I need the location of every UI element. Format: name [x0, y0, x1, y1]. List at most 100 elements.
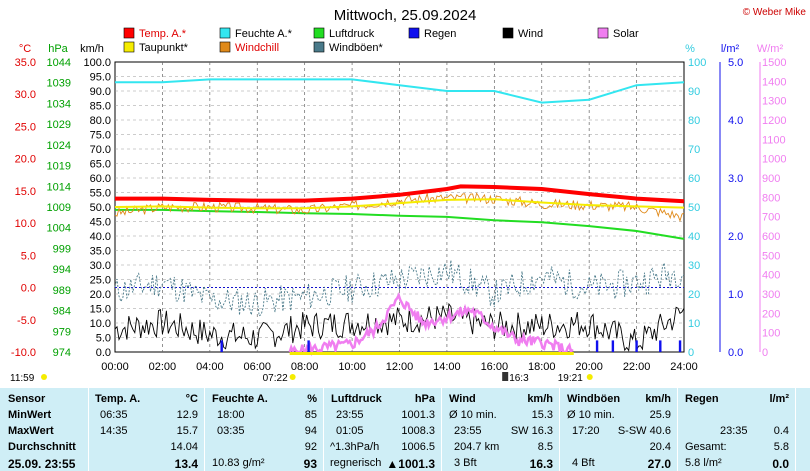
series-line-windboen — [114, 260, 685, 317]
stat-cell: 3 Bft — [454, 457, 477, 469]
stat-cell: °C — [185, 393, 198, 405]
axis-ticks: 35.0 30.0 25.0 20.0 15.0 10.0 5.0 0.0 -5.0 -10.0 1… — [11, 57, 787, 373]
stat-cell: 16.3 — [529, 457, 553, 471]
kmh-tick-label: 65.0 — [90, 159, 111, 171]
time-tick-label: 04:00 — [196, 361, 224, 373]
stats-row: 10.83 g/m² 93 — [205, 457, 323, 471]
stat-cell: 204.7 km — [454, 441, 500, 453]
stat-cell: 23:55 — [336, 409, 364, 421]
stats-row: 03:35 94 — [205, 425, 323, 439]
stat-cell: 25.9 — [649, 409, 671, 421]
hpa-tick-label: 1009 — [47, 202, 71, 214]
sunset-label: 19:21 — [558, 373, 583, 384]
stat-cell: 5.8 — [773, 441, 789, 453]
stat-cell: 23:35 — [720, 425, 748, 437]
legend-swatch-windboen — [313, 41, 325, 53]
stats-row: Durchschnitt — [0, 441, 88, 455]
pct-tick-label: 50 — [688, 202, 700, 214]
legend-label-wind: Wind — [518, 28, 543, 40]
solar-tick-label: 300 — [762, 289, 780, 301]
stat-cell: Ø 10 min. — [567, 409, 615, 421]
stats-divider — [88, 388, 89, 471]
solar-tick-label: 700 — [762, 212, 780, 224]
stats-header-row: Wind km/h — [442, 393, 559, 407]
solar-tick-label: 1100 — [762, 134, 786, 146]
legend-label-regen: Regen — [424, 28, 456, 40]
rain-tick-label: 1.0 — [728, 289, 743, 301]
stat-cell: 13.4 — [174, 457, 198, 471]
temp-tick-label: -10.0 — [11, 347, 36, 359]
stat-cell: 1008.3 — [401, 425, 435, 437]
stats-row: 18:00 85 — [205, 409, 323, 423]
hpa-tick-label: 1044 — [47, 57, 71, 69]
rain-tick-label: 5.0 — [728, 57, 743, 69]
stat-cell: S-SW 40.6 — [617, 425, 671, 437]
weather-chart: Mittwoch, 25.09.2024 © Weber Mike Temp. … — [10, 7, 807, 384]
temp-tick-label: 15.0 — [15, 186, 36, 198]
stats-row: 23:35 0.4 — [678, 425, 795, 439]
stats-divider — [559, 388, 560, 471]
rain-tick-label: 3.0 — [728, 173, 743, 185]
stats-row: 23:55 1001.3 — [324, 409, 441, 423]
legend-label-luftdruck: Luftdruck — [329, 28, 375, 40]
solar-tick-label: 1300 — [762, 96, 786, 108]
rain-bar — [678, 340, 682, 352]
legend-swatch-solar — [597, 27, 609, 39]
legend: Temp. A.* Feuchte A.* Luftdruck Regen Wind So… — [123, 27, 639, 54]
temp-tick-label: 35.0 — [15, 57, 36, 69]
kmh-tick-label: 60.0 — [90, 173, 111, 185]
stats-divider — [677, 388, 678, 471]
stat-cell: hPa — [414, 393, 435, 405]
sunrise-icon — [289, 374, 296, 380]
temp-tick-label: 5.0 — [21, 250, 36, 262]
hpa-tick-label: 994 — [53, 264, 71, 276]
moon-icon — [502, 372, 509, 381]
stats-header-row: Luftdruck hPa — [324, 393, 441, 407]
stats-luftdruck: Luftdruck hPa 23:55 1001.3 01:05 1008.3 ^1.3hP… — [324, 388, 441, 471]
kmh-tick-label: 95.0 — [90, 72, 111, 84]
legend-swatch-wind — [502, 27, 514, 39]
legend-label-windboen: Windböen* — [329, 42, 384, 54]
stats-divider — [323, 388, 324, 471]
rain-bar — [220, 340, 223, 352]
stats-row: MinWert — [0, 409, 88, 423]
stat-cell: Wind — [449, 393, 476, 405]
stats-date: 25.09. 23:55 — [8, 457, 76, 471]
kmh-tick-label: 30.0 — [90, 260, 111, 272]
pct-tick-label: 0 — [688, 347, 694, 359]
series-line-wind — [114, 302, 685, 352]
series-line-taupunkt — [114, 198, 685, 210]
stat-cell: % — [307, 393, 317, 405]
rain-bar — [595, 340, 599, 352]
stat-cell: km/h — [645, 393, 671, 405]
pct-tick-label: 100 — [688, 57, 706, 69]
pct-tick-label: 90 — [688, 86, 700, 98]
series-line-temp — [115, 184, 685, 204]
temp-tick-label: 20.0 — [15, 154, 36, 166]
kmh-tick-label: 5.0 — [96, 333, 111, 345]
legend-swatch-luftdruck — [313, 27, 325, 39]
stat-cell: 23:55 — [454, 425, 482, 437]
time-tick-label: 12:00 — [386, 361, 414, 373]
rain-bar — [611, 340, 615, 352]
rain-tick-label: 4.0 — [728, 115, 743, 127]
stat-cell: 93 — [303, 457, 317, 471]
kmh-tick-label: 25.0 — [90, 275, 111, 287]
solar-tick-label: 900 — [762, 173, 780, 185]
stat-cell: Temp. A. — [95, 393, 141, 405]
stat-cell: 03:35 — [217, 425, 245, 437]
solar-tick-label: 1000 — [762, 154, 786, 166]
stats-wind: Wind km/h Ø 10 min. 15.3 23:55 SW 16.3 204.7 k… — [442, 388, 559, 471]
hpa-tick-label: 1014 — [47, 181, 71, 193]
stat-cell: ▲1001.3 — [386, 457, 435, 471]
stats-row-label: MaxWert — [8, 425, 54, 437]
temp-tick-label: 25.0 — [15, 121, 36, 133]
solar-tick-label: 1500 — [762, 57, 786, 69]
stats-row: 06:35 12.9 — [88, 409, 204, 423]
stat-cell: 0.0 — [772, 457, 789, 471]
rain-bar — [659, 340, 662, 352]
stats-row: ^1.3hPa/h 1006.5 — [324, 441, 441, 455]
temp-tick-label: 30.0 — [15, 89, 36, 101]
time-tick-label: 22:00 — [623, 361, 651, 373]
copyright-text: © Weber Mike — [743, 7, 807, 18]
